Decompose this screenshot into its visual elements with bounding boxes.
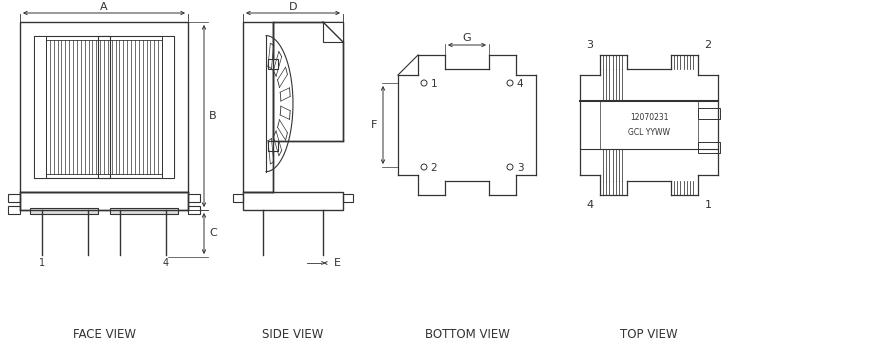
Bar xyxy=(110,208,178,214)
Bar xyxy=(273,22,343,141)
Bar xyxy=(162,36,174,178)
Bar xyxy=(233,194,243,202)
Text: 1: 1 xyxy=(704,200,711,210)
Bar xyxy=(30,208,98,214)
Text: D: D xyxy=(289,2,297,12)
Bar xyxy=(698,142,720,153)
Text: E: E xyxy=(333,258,340,268)
Text: 2: 2 xyxy=(431,163,437,173)
Bar xyxy=(268,59,278,69)
Bar xyxy=(188,194,200,202)
Bar xyxy=(98,36,110,178)
Text: B: B xyxy=(209,111,217,121)
Bar xyxy=(20,192,188,210)
Bar xyxy=(20,22,188,192)
Bar xyxy=(323,22,343,42)
Text: BOTTOM VIEW: BOTTOM VIEW xyxy=(425,329,510,342)
Text: 4: 4 xyxy=(517,79,523,89)
Bar xyxy=(8,194,20,202)
Bar xyxy=(698,108,720,119)
Text: FACE VIEW: FACE VIEW xyxy=(73,329,135,342)
Bar xyxy=(34,36,46,178)
Text: C: C xyxy=(209,229,217,238)
Bar xyxy=(8,206,20,214)
Bar xyxy=(268,141,278,151)
Text: 12070231: 12070231 xyxy=(630,113,668,122)
Bar xyxy=(243,192,343,210)
Bar xyxy=(343,194,353,202)
Text: A: A xyxy=(100,2,108,12)
Text: 2: 2 xyxy=(704,40,711,50)
Text: 1: 1 xyxy=(431,79,437,89)
Bar xyxy=(243,22,273,192)
Text: TOP VIEW: TOP VIEW xyxy=(620,329,677,342)
Text: F: F xyxy=(371,120,377,130)
Bar xyxy=(600,101,698,149)
Text: 4: 4 xyxy=(163,258,169,268)
Text: 3: 3 xyxy=(517,163,523,173)
Text: 4: 4 xyxy=(587,200,593,210)
Text: SIDE VIEW: SIDE VIEW xyxy=(263,329,323,342)
Text: G: G xyxy=(462,33,471,43)
Bar xyxy=(34,36,174,178)
Text: 3: 3 xyxy=(587,40,593,50)
Text: 1: 1 xyxy=(39,258,45,268)
Bar xyxy=(188,206,200,214)
Text: GCL YYWW: GCL YYWW xyxy=(628,128,670,137)
